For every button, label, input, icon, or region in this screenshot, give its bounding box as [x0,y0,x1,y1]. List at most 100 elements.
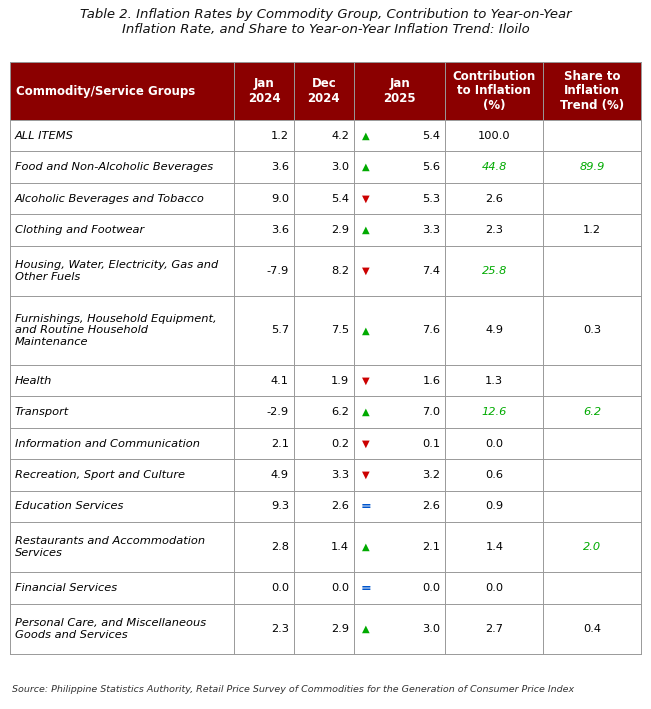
Text: Clothing and Footwear: Clothing and Footwear [15,225,144,235]
Text: ▼: ▼ [362,439,370,449]
Text: =: = [361,500,371,513]
Text: ▼: ▼ [362,266,370,276]
Bar [10,296,641,365]
Text: 6.2: 6.2 [331,407,349,417]
Text: Food and Non-Alcoholic Beverages: Food and Non-Alcoholic Beverages [15,162,213,172]
Text: 7.0: 7.0 [422,407,440,417]
Bar [10,604,641,654]
Text: 2.1: 2.1 [422,542,440,552]
Text: Commodity/Service Groups: Commodity/Service Groups [16,84,195,98]
Text: ALL ITEMS: ALL ITEMS [15,130,74,140]
Text: 2.7: 2.7 [485,624,503,634]
Text: 0.2: 0.2 [331,439,349,449]
Text: Dec
2024: Dec 2024 [308,77,340,105]
Text: 1.2: 1.2 [583,225,601,235]
Text: 2.9: 2.9 [331,225,349,235]
Text: 25.8: 25.8 [482,266,507,276]
Text: =: = [361,581,371,595]
Text: 0.6: 0.6 [485,470,503,480]
Text: ▲: ▲ [362,624,370,634]
Bar [10,428,641,459]
Bar [10,365,641,396]
Text: 4.1: 4.1 [271,376,289,386]
Text: 6.2: 6.2 [583,407,601,417]
Text: ▲: ▲ [362,542,370,552]
Text: 12.6: 12.6 [482,407,507,417]
Text: 1.4: 1.4 [485,542,503,552]
Text: Source: Philippine Statistics Authority, Retail Price Survey of Commodities for : Source: Philippine Statistics Authority,… [12,684,574,693]
Text: Transport: Transport [15,407,69,417]
Text: -7.9: -7.9 [267,266,289,276]
Text: 89.9: 89.9 [579,162,605,172]
Text: 2.3: 2.3 [271,624,289,634]
Text: ▲: ▲ [362,162,370,172]
Text: 2.0: 2.0 [583,542,601,552]
Text: 0.3: 0.3 [583,325,601,335]
Text: 4.9: 4.9 [271,470,289,480]
Text: 7.5: 7.5 [331,325,349,335]
Text: 2.8: 2.8 [271,542,289,552]
Text: 5.3: 5.3 [422,194,440,203]
Text: Information and Communication: Information and Communication [15,439,200,449]
Text: 0.0: 0.0 [271,583,289,593]
Text: 3.6: 3.6 [271,162,289,172]
Text: ▲: ▲ [362,325,370,335]
Bar [10,152,641,183]
Text: 2.6: 2.6 [422,501,440,511]
Bar [10,183,641,214]
Bar [10,62,641,120]
Text: 3.2: 3.2 [422,470,440,480]
Bar [10,522,641,572]
Bar [10,245,641,296]
Text: ▼: ▼ [362,376,370,386]
Text: ▼: ▼ [362,470,370,480]
Text: Alcoholic Beverages and Tobacco: Alcoholic Beverages and Tobacco [15,194,205,203]
Text: -2.9: -2.9 [267,407,289,417]
Text: 0.0: 0.0 [331,583,349,593]
Text: 0.4: 0.4 [583,624,601,634]
Text: 9.3: 9.3 [271,501,289,511]
Text: 7.4: 7.4 [422,266,440,276]
Text: Jan
2025: Jan 2025 [383,77,416,105]
Text: Contribution
to Inflation
(%): Contribution to Inflation (%) [452,69,536,113]
Text: Furnishings, Household Equipment,
and Routine Household
Maintenance: Furnishings, Household Equipment, and Ro… [15,314,217,347]
Bar [10,491,641,522]
Text: 4.2: 4.2 [331,130,349,140]
Text: 100.0: 100.0 [478,130,510,140]
Text: Jan
2024: Jan 2024 [247,77,281,105]
Text: 2.6: 2.6 [486,194,503,203]
Text: 1.4: 1.4 [331,542,349,552]
Text: 3.6: 3.6 [271,225,289,235]
Text: ▲: ▲ [362,407,370,417]
Text: 5.6: 5.6 [422,162,440,172]
Text: 0.0: 0.0 [485,439,503,449]
Text: 2.1: 2.1 [271,439,289,449]
Bar [10,396,641,428]
Text: 3.3: 3.3 [331,470,349,480]
Text: 1.3: 1.3 [485,376,503,386]
Text: Housing, Water, Electricity, Gas and
Other Fuels: Housing, Water, Electricity, Gas and Oth… [15,260,218,281]
Text: 3.0: 3.0 [331,162,349,172]
Text: Personal Care, and Miscellaneous
Goods and Services: Personal Care, and Miscellaneous Goods a… [15,618,206,640]
Text: 5.7: 5.7 [271,325,289,335]
Text: 0.9: 0.9 [485,501,503,511]
Text: ▲: ▲ [362,225,370,235]
Text: Restaurants and Accommodation
Services: Restaurants and Accommodation Services [15,537,205,558]
Bar [10,459,641,491]
Text: 2.9: 2.9 [331,624,349,634]
Bar [10,572,641,604]
Text: Education Services: Education Services [15,501,124,511]
Text: 1.2: 1.2 [271,130,289,140]
Text: ▼: ▼ [362,194,370,203]
Text: 2.3: 2.3 [485,225,503,235]
Text: 1.6: 1.6 [422,376,440,386]
Text: 7.6: 7.6 [422,325,440,335]
Text: 5.4: 5.4 [331,194,349,203]
Text: Share to
Inflation
Trend (%): Share to Inflation Trend (%) [560,69,624,113]
Text: Health: Health [15,376,52,386]
Bar [10,214,641,245]
Text: 44.8: 44.8 [482,162,507,172]
Text: Table 2. Inflation Rates by Commodity Group, Contribution to Year-on-Year
Inflat: Table 2. Inflation Rates by Commodity Gr… [79,8,572,36]
Bar [10,120,641,152]
Text: 0.0: 0.0 [422,583,440,593]
